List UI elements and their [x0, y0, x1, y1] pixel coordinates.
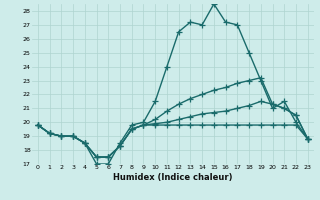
X-axis label: Humidex (Indice chaleur): Humidex (Indice chaleur)	[113, 173, 233, 182]
